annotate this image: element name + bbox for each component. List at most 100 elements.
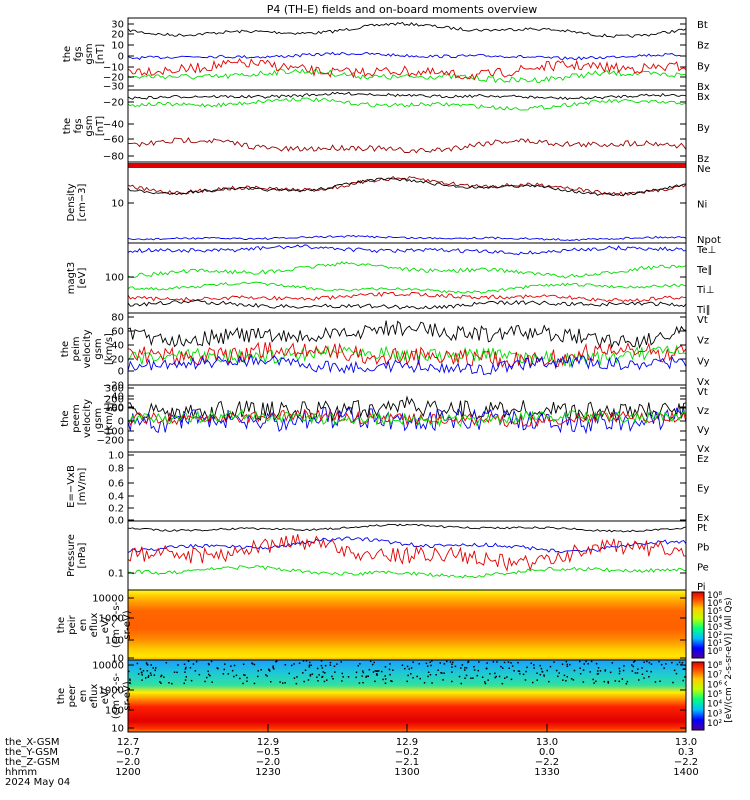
y-tick-label: 100 [105, 403, 124, 414]
colorbar-tick-label: 10⁸ [707, 661, 722, 671]
speckle-dot [323, 680, 326, 683]
legend-entry: Vx [697, 444, 710, 455]
speckle-dot [546, 669, 548, 672]
x-row-label: the_X-GSM [5, 737, 59, 748]
speckle-dot [316, 667, 319, 670]
speckle-dot [279, 681, 281, 683]
y-axis-label: eV/ [100, 616, 111, 633]
speckle-dot [147, 674, 150, 677]
speckle-dot [539, 673, 542, 676]
x-tick-label: −2.0 [256, 757, 280, 768]
speckle-dot [543, 675, 545, 677]
speckle-dot [309, 661, 311, 664]
speckle-dot [451, 680, 453, 683]
speckle-dot [536, 672, 538, 674]
speckle-dot [389, 673, 391, 676]
speckle-dot [526, 666, 528, 669]
speckle-dot [540, 667, 543, 670]
speckle-dot [365, 675, 368, 678]
speckle-dot [390, 680, 392, 682]
speckle-dot [291, 664, 293, 667]
speckle-dot [341, 680, 343, 682]
speckle-dot [507, 661, 510, 663]
speckle-dot [401, 664, 404, 666]
speckle-dot [324, 672, 326, 674]
speckle-dot [494, 672, 496, 675]
y-axis-label: en [78, 619, 89, 632]
speckle-dot [427, 671, 430, 673]
panel-pressure: 0.1 Pressure [nPa] Pt Pb Pe Pi [66, 520, 709, 593]
panel-peer-spec: 10000 1000 100 10 the peer en eflux eV/(cm^2-s-s… [56, 659, 722, 735]
speckle-dot [636, 672, 639, 674]
y-tick-label: 0 [118, 367, 124, 378]
speckle-dot [224, 663, 226, 665]
speckle-dot [623, 665, 625, 667]
speckle-dot [388, 668, 391, 671]
speckle-dot [632, 661, 635, 663]
colorbar-tick-label: 10⁴ [707, 700, 722, 710]
speckle-dot [595, 662, 598, 665]
speckle-dot [329, 661, 332, 664]
speckle-dot [671, 661, 673, 664]
speckle-dot [184, 668, 187, 670]
speckle-dot [570, 678, 573, 680]
speckle-dot [321, 667, 324, 669]
legend-entry: Te⊥ [696, 245, 716, 256]
speckle-dot [309, 673, 312, 676]
speckle-dot [304, 669, 307, 671]
panel-frame [127, 451, 687, 522]
colorbar [691, 661, 705, 731]
y-axis-label: en [78, 690, 89, 703]
speckle-dot [381, 670, 383, 673]
y-tick-label: −80 [103, 152, 124, 163]
colorbar-tick-label: 10³ [707, 623, 722, 633]
speckle-dot [533, 664, 535, 666]
bx-trace [127, 91, 687, 101]
speckle-dot [384, 678, 387, 680]
speckle-dot [555, 669, 558, 672]
legend-entry: Vz [697, 336, 709, 347]
speckle-dot [621, 678, 624, 680]
speckle-dot [569, 663, 571, 666]
y-axis-label: [nPa] [77, 542, 88, 568]
speckle-dot [129, 678, 131, 680]
speckle-dot [440, 672, 442, 674]
speckle-dot [137, 673, 140, 675]
speckle-dot [472, 677, 474, 679]
speckle-dot [154, 669, 156, 672]
speckle-dot [442, 679, 444, 681]
speckle-dot [517, 661, 519, 664]
speckle-dot [208, 673, 210, 676]
speckle-dot [257, 670, 259, 672]
colorbar-tick-label: 10⁵ [707, 690, 722, 700]
y-tick-label: 0.4 [108, 492, 124, 503]
speckle-dot [365, 676, 367, 678]
speckle-dot [486, 662, 488, 664]
vz-trace [127, 408, 687, 428]
y-axis-label: eV/ [100, 687, 111, 704]
speckle-dot [566, 665, 569, 668]
colorbar-tick-label: 10⁴ [707, 615, 722, 625]
legend-entry: Npot [697, 235, 721, 246]
speckle-dot [533, 667, 535, 669]
speckle-dot [160, 675, 162, 678]
speckle-dot [549, 665, 552, 668]
speckle-dot [648, 676, 650, 678]
x-tick-label: 13.0 [536, 737, 558, 748]
speckle-dot [141, 679, 143, 681]
vx-trace [127, 353, 687, 376]
y-axis-label: sr-eV) [122, 610, 133, 639]
speckle-dot [530, 662, 532, 664]
speckle-dot [389, 663, 391, 665]
legend-entry: Ey [697, 484, 709, 495]
speckle-dot [160, 674, 163, 677]
x-tick-label: −2.0 [116, 757, 140, 768]
pb-trace [127, 534, 687, 572]
speckle-dot [460, 667, 462, 669]
by-trace [127, 68, 687, 84]
y-tick-label: −10 [103, 63, 124, 74]
speckle-dot [340, 661, 342, 663]
legend-entry: Pt [697, 523, 707, 534]
speckle-dot [406, 665, 409, 668]
speckle-dot [429, 674, 432, 676]
